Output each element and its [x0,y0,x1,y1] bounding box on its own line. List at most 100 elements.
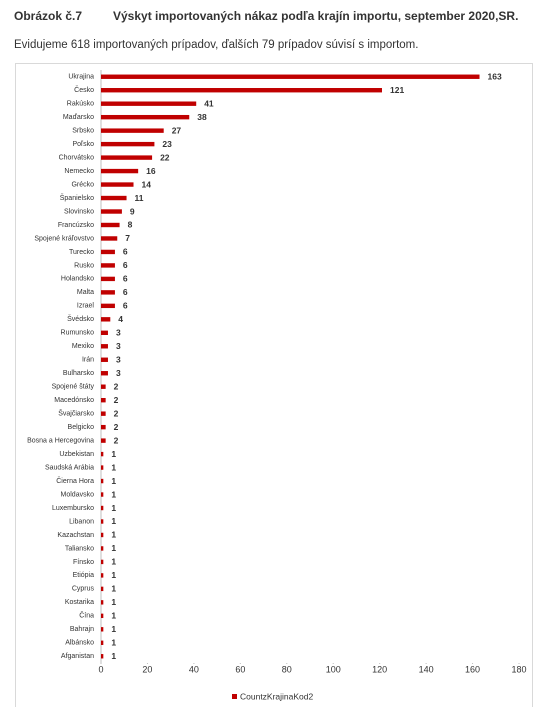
bar [101,573,104,578]
bar [101,101,197,106]
bar [101,195,127,201]
x-tick-label: 160 [465,664,480,674]
data-label: 3 [116,328,121,338]
data-label: 6 [123,247,128,257]
y-tick-label: Maďarsko [63,114,94,121]
y-tick-label: Španielsko [60,193,94,202]
bar [101,222,120,228]
data-label: 1 [111,597,116,607]
x-tick-label: 80 [282,664,292,674]
y-tick-label: Libanon [69,518,94,525]
data-label: 6 [123,260,128,270]
bar [101,519,104,524]
data-label: 14 [142,179,152,189]
y-tick-label: Spojené kráľovstvo [34,235,94,242]
x-tick-label: 0 [98,664,103,674]
data-label: 6 [123,301,128,311]
data-label: 1 [111,543,116,553]
legend-label: CountzKrajinaKod2 [240,691,314,701]
bar [101,168,139,174]
legend-swatch [232,694,237,699]
x-tick-label: 60 [235,664,245,674]
bar [101,249,115,255]
data-label: 38 [197,112,207,122]
data-label: 1 [111,449,116,459]
y-tick-label: Luxembursko [52,505,94,512]
data-label: 1 [111,516,116,526]
bar [101,182,134,187]
data-label: 6 [123,287,128,297]
y-tick-label: Uzbekistan [59,451,94,458]
data-label: 3 [116,368,121,378]
y-tick-label: Rakúsko [67,101,94,108]
y-tick-label: Mexiko [72,343,94,350]
x-tick-label: 180 [511,664,526,674]
data-label: 1 [111,651,116,661]
x-tick-label: 40 [189,664,199,674]
y-tick-label: Bosna a Hercegovina [27,437,94,444]
bar [101,492,104,497]
bar [101,330,108,336]
data-label: 22 [160,152,170,162]
bar [101,155,153,160]
y-tick-label: Rumunsko [61,330,95,337]
data-label: 1 [111,638,116,648]
data-label: 2 [114,408,119,418]
data-label: 163 [488,71,502,81]
bar [101,128,164,133]
bar [101,478,104,484]
data-label: 2 [114,395,119,405]
bar [101,613,104,619]
x-tick-label: 20 [142,664,152,674]
data-label: 41 [204,98,214,108]
data-label: 1 [111,489,116,499]
data-label: 27 [172,125,182,135]
y-tick-label: Švédsko [67,314,94,323]
y-tick-label: Taliansko [65,545,94,552]
y-tick-label: Chorvátsko [59,154,95,161]
bar [101,303,115,309]
bar [101,532,104,538]
y-tick-label: Kazachstan [57,532,94,539]
bar [101,654,104,659]
y-tick-label: Nemecko [64,168,94,175]
bar [101,505,104,511]
bar [101,384,106,389]
bar [101,209,122,214]
bar [101,546,104,551]
bar [101,141,155,147]
bar [101,344,108,349]
bar [101,74,480,79]
y-tick-label: Rusko [74,262,94,269]
data-label: 23 [162,139,172,149]
bar [101,600,104,605]
y-tick-label: Česko [74,85,94,94]
y-tick-label: Srbsko [72,127,94,134]
y-tick-label: Holandsko [61,276,94,283]
x-tick-label: 100 [326,664,341,674]
data-label: 2 [114,422,119,432]
bar [101,236,118,241]
bar [101,586,104,592]
y-tick-label: Bulharsko [63,370,94,377]
bar [101,627,104,632]
bar [101,88,382,93]
y-tick-label: Spojené štáty [52,384,95,391]
data-label: 3 [116,341,121,351]
chart-title: Výskyt importovaných nákaz podľa krajín … [113,9,518,23]
x-tick-label: 140 [419,664,434,674]
y-tick-label: Slovinsko [64,208,94,215]
data-label: 1 [111,570,116,580]
data-label: 1 [111,611,116,621]
bar [101,411,106,416]
y-tick-label: Bahrajn [70,626,94,633]
y-tick-label: Izrael [77,303,95,310]
y-tick-label: Turecko [69,249,94,256]
subtitle: Evidujeme 618 importovaných prípadov, ďa… [14,39,418,51]
bar [101,371,108,376]
data-label: 2 [114,435,119,445]
y-tick-label: Grécko [71,181,94,188]
y-tick-label: Macedónsko [54,397,94,404]
bar [101,640,104,645]
